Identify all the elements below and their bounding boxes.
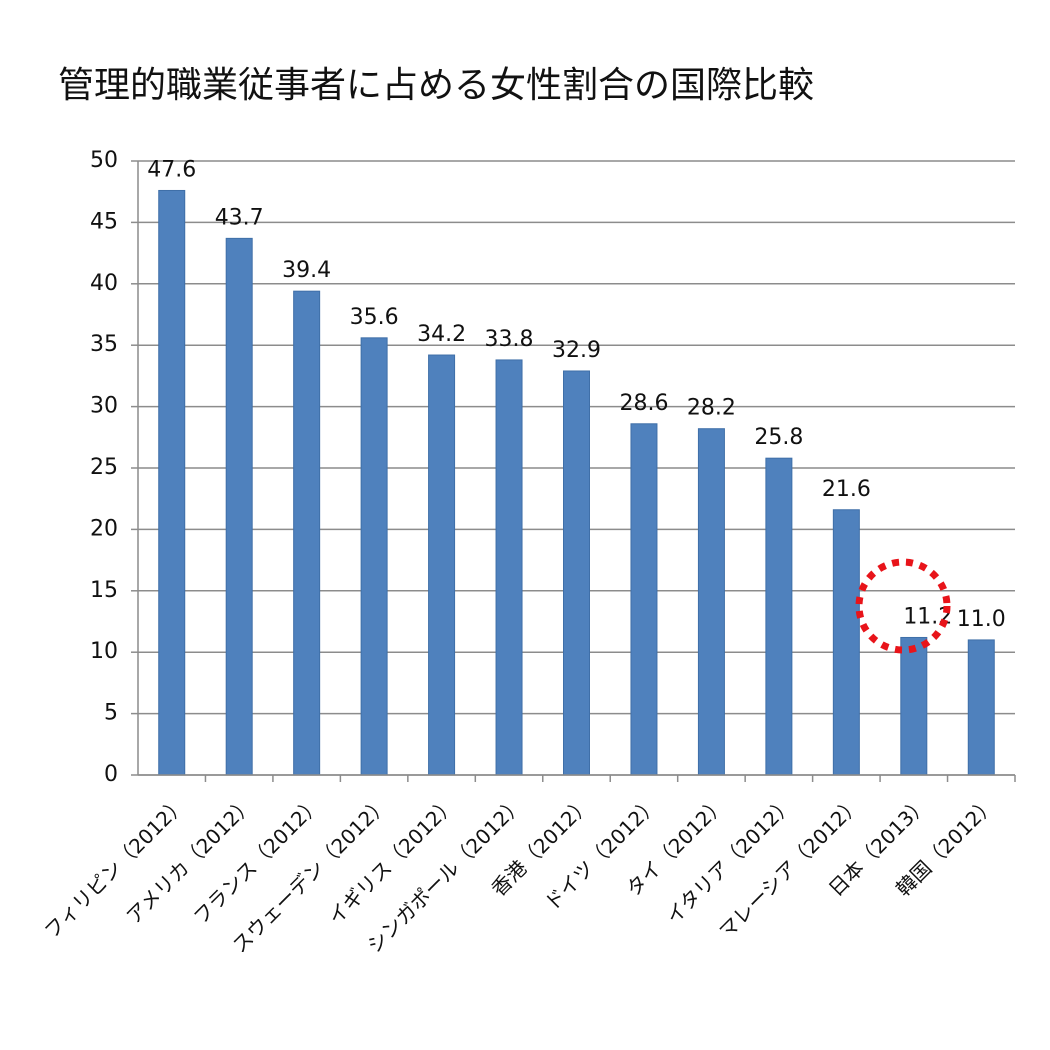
y-tick-label: 30	[90, 394, 118, 419]
bar	[900, 636, 928, 776]
y-tick-label: 25	[90, 455, 118, 480]
data-label: 25.8	[754, 425, 803, 450]
bar	[225, 237, 253, 776]
data-label: 47.6	[147, 157, 196, 182]
y-tick-label: 35	[90, 332, 118, 357]
y-tick-label: 0	[104, 762, 118, 787]
x-tick-label: フランス（2012）	[189, 791, 327, 929]
bar	[630, 423, 658, 776]
bar	[765, 457, 793, 776]
y-tick-label: 45	[90, 209, 118, 234]
data-label: 34.2	[417, 322, 466, 347]
data-label: 35.6	[350, 305, 399, 330]
data-label: 32.9	[552, 338, 601, 363]
bar	[428, 354, 456, 776]
y-tick-label: 5	[104, 701, 118, 726]
y-tick-label: 20	[90, 516, 118, 541]
x-tick-label: ドイツ（2012）	[540, 791, 664, 915]
data-label: 28.2	[687, 396, 736, 421]
bar	[832, 509, 860, 776]
chart-title: 管理的職業従事者に占める女性割合の国際比較	[58, 65, 814, 106]
data-label: 21.6	[822, 477, 871, 502]
bar	[967, 639, 995, 776]
y-tick-label: 10	[90, 639, 118, 664]
bar	[495, 359, 523, 776]
bar	[360, 337, 388, 776]
y-tick-label: 40	[90, 271, 118, 296]
x-tick-label: イタリア（2012）	[661, 791, 798, 928]
data-label: 11.0	[957, 607, 1006, 632]
x-tick-label: イギリス（2012）	[323, 791, 461, 929]
data-label: 43.7	[215, 205, 264, 230]
data-label: 33.8	[485, 327, 534, 352]
y-tick-label: 15	[90, 578, 118, 603]
data-label: 28.6	[619, 391, 668, 416]
y-tick-label: 50	[90, 148, 118, 173]
bar	[293, 290, 321, 776]
highlight-circle	[855, 558, 951, 654]
x-tick-label: アメリカ（2012）	[122, 791, 259, 928]
bar	[697, 428, 725, 776]
data-label: 39.4	[282, 258, 331, 283]
bar	[563, 370, 590, 776]
bar	[158, 189, 186, 776]
